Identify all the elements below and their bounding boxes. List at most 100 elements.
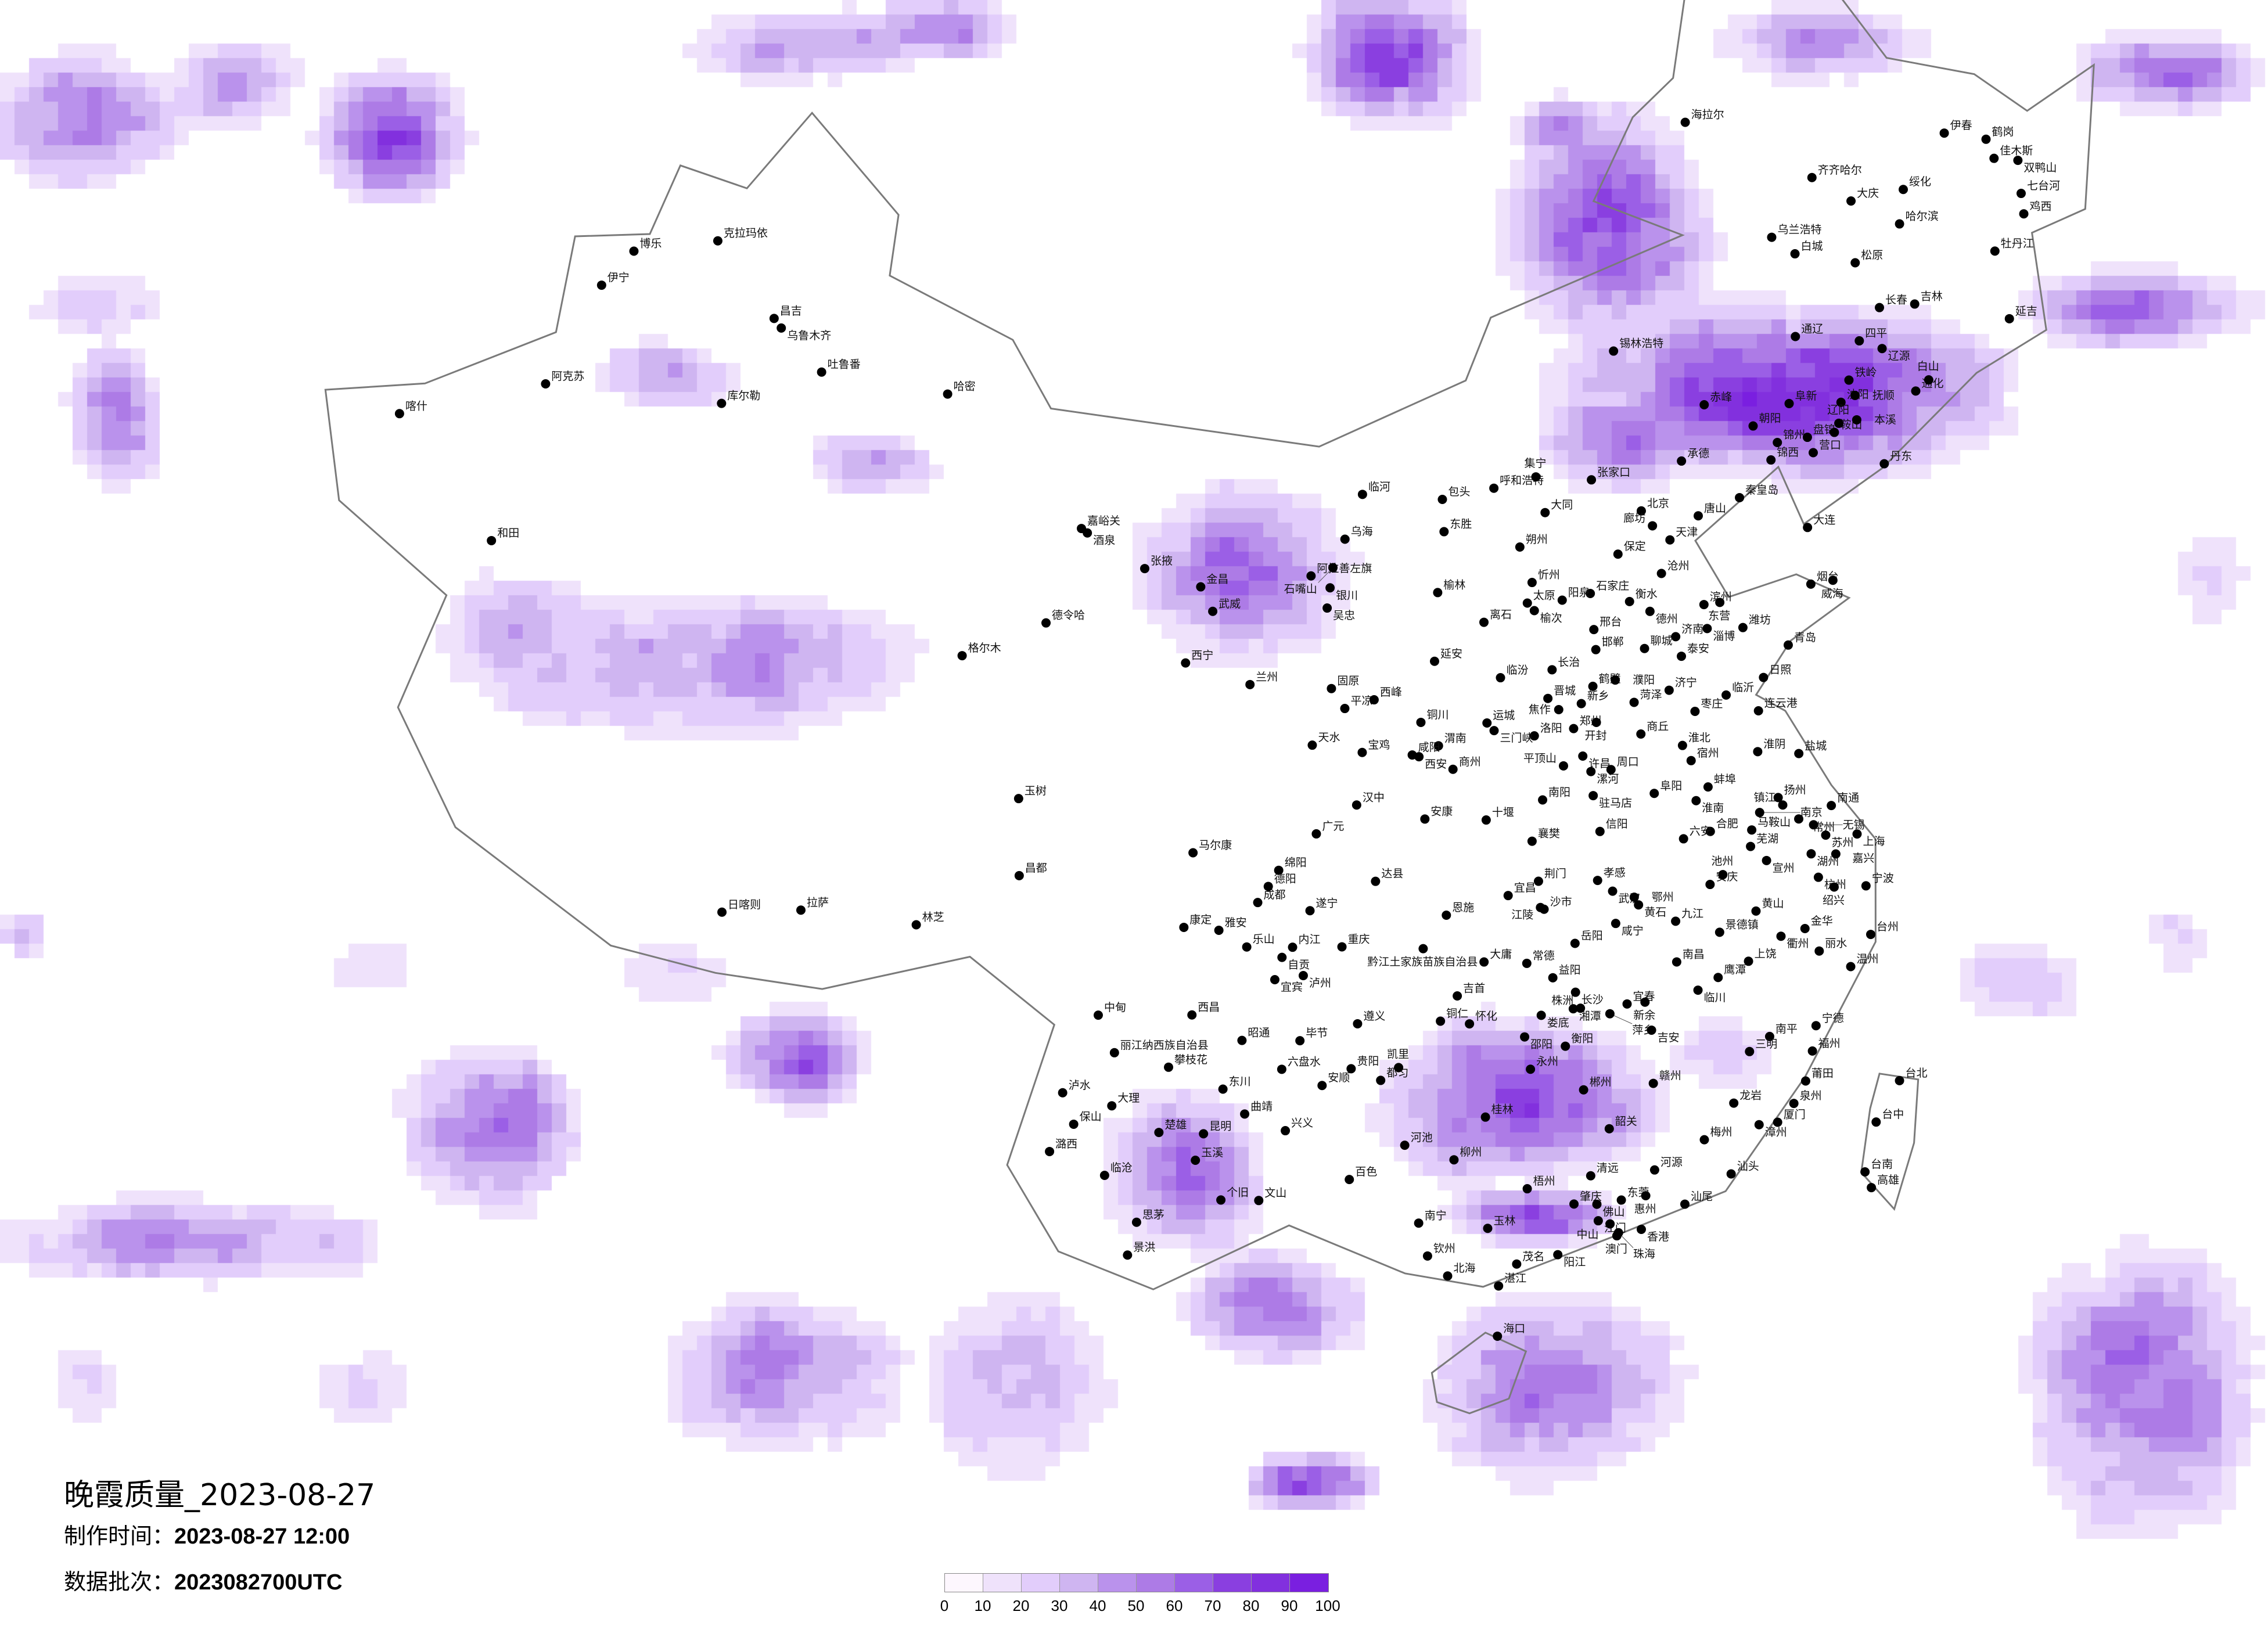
city-marker: 鄂州 <box>1629 891 1674 904</box>
city-marker: 银川 <box>1325 583 1358 602</box>
city-dot <box>1569 724 1579 733</box>
city-dot <box>1744 956 1753 966</box>
city-dot <box>717 907 727 917</box>
city-marker: 运城 <box>1482 709 1515 728</box>
city-marker: 东胜 <box>1439 518 1472 537</box>
city-label: 铁岭 <box>1855 366 1877 379</box>
city-label: 滨州 <box>1710 591 1732 603</box>
city-dot <box>1557 595 1567 605</box>
city-label: 固原 <box>1337 675 1359 688</box>
city-dot <box>1729 1098 1739 1108</box>
city-dot <box>1726 1169 1736 1179</box>
city-dot <box>1536 902 1545 912</box>
city-marker: 江陵 <box>1511 902 1545 922</box>
city-dot <box>1629 892 1639 902</box>
city-dot <box>1813 872 1823 882</box>
city-dot <box>1806 849 1816 859</box>
city-dot <box>1570 987 1580 997</box>
city-dot <box>596 280 606 290</box>
city-dot <box>629 246 639 256</box>
city-label: 潞西 <box>1055 1138 1077 1150</box>
city-dot <box>1306 571 1316 581</box>
city-marker: 乌兰浩特 <box>1767 224 1822 242</box>
city-dot <box>1317 1081 1327 1091</box>
city-dot <box>1852 415 1861 425</box>
city-dot <box>1394 1063 1404 1073</box>
city-dot <box>1439 527 1449 537</box>
city-dot <box>1481 815 1491 825</box>
city-label: 濮阳 <box>1633 674 1655 686</box>
city-marker: 聊城 <box>1640 635 1673 653</box>
city-label: 绵阳 <box>1285 857 1307 869</box>
city-dot <box>1672 957 1681 967</box>
city-marker: 吉首 <box>1453 982 1485 1001</box>
city-label: 佳木斯 <box>2000 145 2033 157</box>
city-dot <box>1503 891 1513 901</box>
city-dot <box>1846 962 1856 972</box>
city-label: 德州 <box>1656 613 1678 625</box>
city-marker: 镇江 <box>1754 791 1788 810</box>
city-label: 淮南 <box>1702 802 1724 815</box>
city-label: 宝鸡 <box>1368 739 1390 751</box>
border-line <box>324 0 2095 1290</box>
city-marker: 西安 <box>1414 752 1447 771</box>
city-marker: 宝鸡 <box>1357 739 1390 757</box>
city-dot <box>1593 876 1602 886</box>
city-label: 漳州 <box>1765 1126 1787 1139</box>
city-dot <box>1807 172 1817 182</box>
city-label: 武威 <box>1219 598 1241 610</box>
city-label: 康定 <box>1189 913 1212 926</box>
city-dot <box>1836 397 1846 407</box>
legend-swatch <box>1060 1574 1098 1592</box>
city-dot <box>1789 1099 1799 1109</box>
city-marker: 鹰潭 <box>1713 963 1746 983</box>
city-dot <box>1531 472 1541 482</box>
city-dot <box>1369 695 1379 705</box>
legend-tick-label: 100 <box>1315 1597 1340 1614</box>
city-label: 台北 <box>1906 1067 1928 1080</box>
city-label: 榆次 <box>1540 612 1562 625</box>
city-marker: 朔州 <box>1515 533 1548 552</box>
city-marker: 四平 <box>1854 327 1887 346</box>
city-dot <box>1352 800 1361 810</box>
city-label: 延吉 <box>2015 305 2037 318</box>
city-marker: 宜宾 <box>1270 975 1303 994</box>
city-marker: 临汾 <box>1496 664 1529 683</box>
city-marker: 张掖 <box>1140 555 1173 574</box>
city-label: 漯河 <box>1597 773 1619 786</box>
city-dot <box>1559 761 1569 771</box>
city-dot <box>1784 398 1794 408</box>
city-marker: 库尔勒 <box>717 390 760 408</box>
city-dot <box>1846 196 1856 206</box>
city-dot <box>1199 1129 1209 1139</box>
city-label: 乌海 <box>1351 526 1373 538</box>
border-line <box>1860 1073 1920 1211</box>
city-label: 保山 <box>1080 1110 1102 1123</box>
city-marker: 邵阳 <box>1520 1032 1552 1051</box>
city-dot <box>1529 606 1539 616</box>
city-marker: 克拉玛依 <box>713 227 768 246</box>
city-label: 格尔木 <box>968 642 1001 654</box>
city-marker: 锦州 <box>1773 429 1805 447</box>
city-marker: 昌吉 <box>769 304 802 323</box>
city-label: 景德镇 <box>1726 918 1759 931</box>
city-dot <box>1099 1170 1109 1180</box>
city-dot <box>1715 927 1724 937</box>
city-marker: 沧州 <box>1656 560 1690 578</box>
city-dot <box>1069 1119 1079 1129</box>
city-dot <box>1790 249 1800 259</box>
city-marker: 铜仁 <box>1436 1007 1468 1026</box>
city-label: 鹰潭 <box>1724 963 1746 976</box>
city-dot <box>1553 1250 1563 1260</box>
city-label: 桂林 <box>1491 1103 1514 1116</box>
city-label: 阜阳 <box>1660 779 1682 792</box>
city-marker: 南阳 <box>1538 786 1570 805</box>
city-label: 德令哈 <box>1052 609 1085 622</box>
city-dot <box>1123 1250 1133 1260</box>
city-label: 洛阳 <box>1540 722 1562 735</box>
city-dot <box>1058 1088 1067 1098</box>
city-label: 泰安 <box>1687 642 1709 655</box>
city-marker: 洛阳 <box>1529 722 1562 741</box>
city-label: 邯郸 <box>1602 636 1624 649</box>
city-label: 丽水 <box>1825 937 1847 950</box>
